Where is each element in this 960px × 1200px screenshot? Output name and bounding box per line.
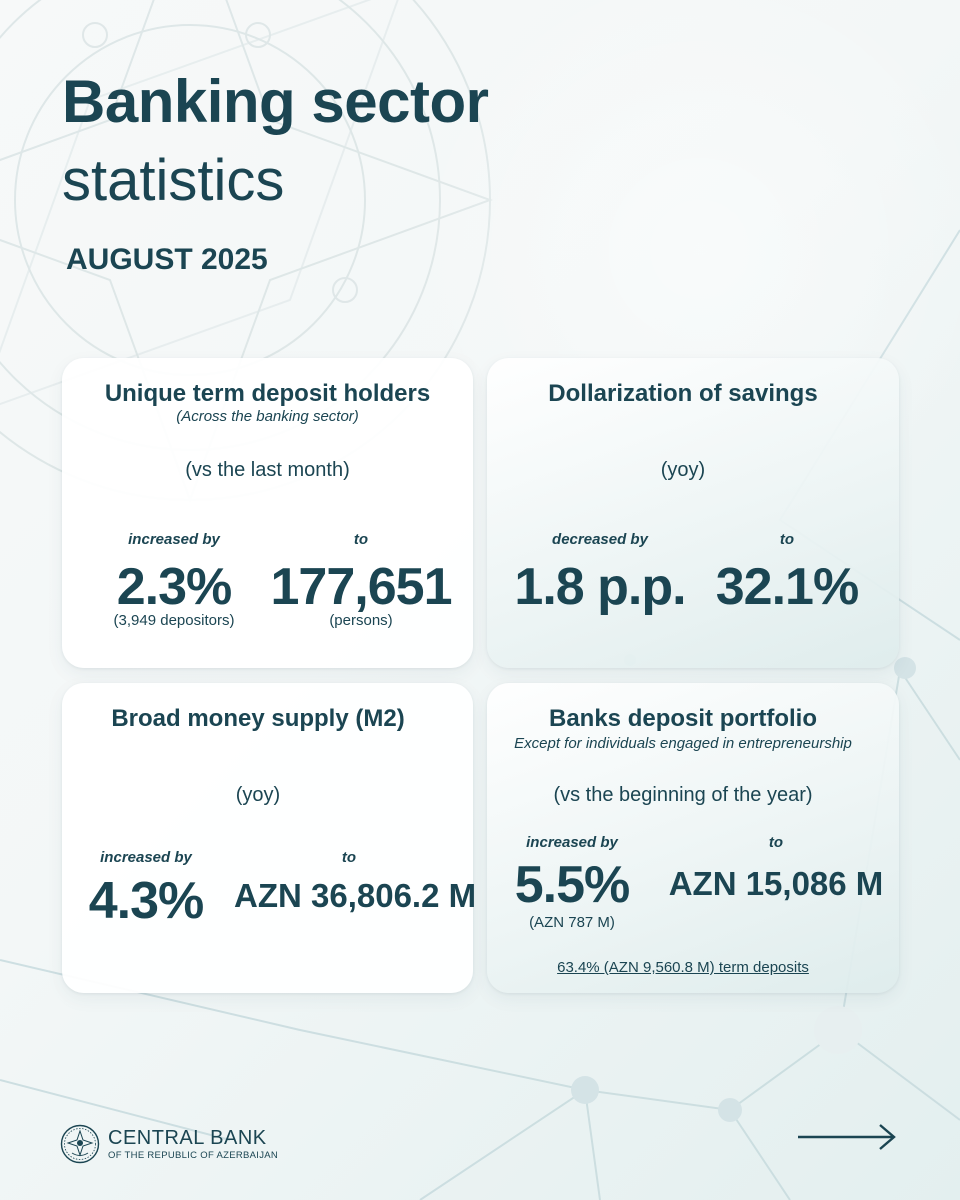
bank-subtitle: OF THE REPUBLIC OF AZERBAIJAN [108,1150,279,1161]
card-broad-money-supply: Broad money supply (M2) (yoy) increased … [62,683,477,993]
left-label: increased by [100,849,192,866]
page-subtitle: statistics [62,148,285,213]
right-label: to [341,849,357,866]
left-note: (AZN 787 M) [529,914,615,931]
card-period: (vs the last month) [185,459,350,481]
card-dollarization-of-savings: Dollarization of savings (yoy) decreased… [487,358,899,668]
card-period: (vs the beginning of the year) [553,784,813,806]
card-subtitle: (Across the banking sector) [176,408,359,425]
left-value: 2.3% [116,558,233,616]
card-title: Dollarization of savings [548,380,818,407]
bank-name: CENTRAL BANK [108,1127,267,1149]
arrow-right-icon[interactable] [798,1122,898,1152]
left-value: 1.8 p.p. [514,558,686,616]
report-date: AUGUST 2025 [66,243,268,276]
right-label: to [768,834,784,851]
left-value: 5.5% [514,856,631,914]
right-value: AZN 15,086 M [668,865,884,902]
term-deposits-note: 63.4% (AZN 9,560.8 M) term deposits [557,959,809,976]
left-value: 4.3% [88,872,205,930]
card-title: Unique term deposit holders [104,380,431,407]
card-title: Broad money supply (M2) [111,705,405,732]
right-label: to [779,531,795,548]
left-label: increased by [526,834,618,851]
card-period: (yoy) [235,784,281,806]
left-label: increased by [128,531,220,548]
right-value: 177,651 [270,558,453,616]
card-banks-deposit-portfolio: Banks deposit portfolio Except for indiv… [487,683,899,993]
page-title: Banking sector [62,68,489,135]
right-value: AZN 36,806.2 M [234,877,477,914]
card-unique-term-deposit-holders: Unique term deposit holders (Across the … [62,358,473,668]
left-label: decreased by [552,531,648,548]
card-title: Banks deposit portfolio [548,705,817,732]
card-period: (yoy) [660,459,706,481]
central-bank-emblem-icon [60,1124,100,1164]
right-value: 32.1% [715,558,859,616]
card-subtitle: Except for individuals engaged in entrep… [514,735,852,752]
left-note: (3,949 depositors) [113,612,235,629]
right-label: to [353,531,369,548]
right-note: (persons) [329,612,393,629]
